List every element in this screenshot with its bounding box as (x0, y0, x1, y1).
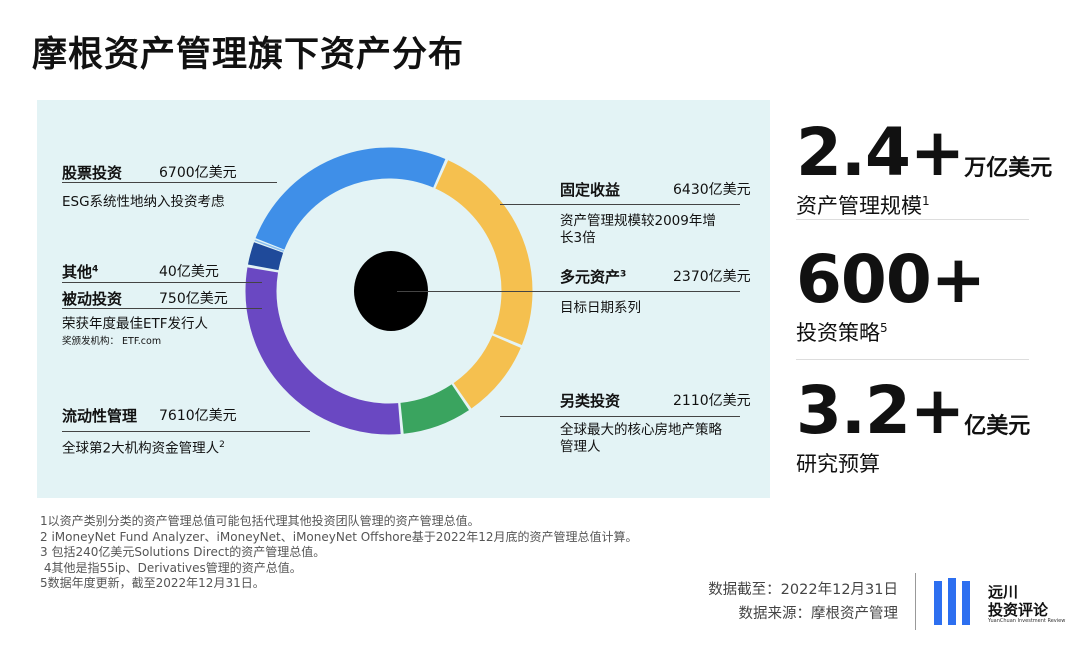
label-fixed-desc: 资产管理规模较2009年增 长3倍 (560, 213, 760, 247)
stat-aum-caption-text: 资产管理规模 (796, 194, 922, 218)
leader-line-liquidity (62, 431, 310, 432)
logo-text-1: 远川 (988, 583, 1019, 601)
stat-research: 3.2+亿美元 研究预算 (796, 378, 1030, 478)
label-liquidity-name: 流动性管理 (62, 407, 138, 425)
leader-line-multi (397, 291, 740, 292)
leader-line-passive (62, 308, 262, 309)
stat-research-caption: 研究预算 (796, 452, 880, 476)
stat-aum: 2.4+万亿美元 资产管理规模1 (796, 120, 1052, 220)
stat-divider-1 (796, 219, 1029, 220)
donut-slice-3 (453, 335, 521, 409)
label-other-name: 其他 (62, 263, 93, 281)
label-multi-sup: 3 (620, 269, 627, 280)
label-liquidity-desc: 全球第2大机构资金管理人2 (62, 436, 302, 458)
label-other: 其他4 40亿美元 (62, 261, 262, 282)
donut-slice-6 (247, 242, 284, 271)
label-passive-name: 被动投资 (62, 290, 123, 308)
stat-strategies-value: 600+ (796, 241, 986, 318)
label-liquidity-sup: 2 (219, 440, 225, 450)
stat-research-value: 3.2+ (796, 372, 965, 449)
leader-line-equity (62, 182, 277, 183)
label-fixed-desc-line2: 长3倍 (560, 230, 596, 246)
stat-divider-2 (796, 359, 1029, 360)
donut-center-mark (354, 251, 428, 331)
leader-line-fixed (500, 204, 740, 205)
stat-aum-value: 2.4+ (796, 114, 965, 191)
source-origin: 数据来源：摩根资产管理 (738, 606, 899, 622)
logo-bar-1 (934, 581, 942, 625)
donut-slice-5 (245, 267, 401, 435)
label-liquidity-value: 7610亿美元 (159, 408, 237, 424)
label-equity-value: 6700亿美元 (159, 165, 237, 181)
page-title: 摩根资产管理旗下资产分布 (32, 35, 465, 75)
donut-slice-1 (255, 147, 446, 250)
donut-slice-2 (435, 160, 533, 346)
label-alt-desc-line1: 全球最大的核心房地产策略 (560, 422, 722, 438)
label-alt-desc-line2: 管理人 (560, 439, 601, 455)
logo-text-2: 投资评论 (988, 601, 1049, 619)
stat-strategies-caption: 投资策略5 (796, 317, 985, 347)
label-multi-desc: 目标日期系列 (560, 300, 641, 316)
label-liquidity-desc-text: 全球第2大机构资金管理人 (62, 440, 220, 457)
leader-line-alt (500, 416, 740, 417)
logo-bar-3 (962, 581, 970, 625)
label-multi-asset: 多元资产3 2370亿美元 目标日期系列 (560, 266, 760, 317)
logo-text-3: YuanChuan Investment Review (988, 618, 1066, 624)
label-multi-name: 多元资产 (560, 268, 621, 286)
label-other-sup: 4 (92, 264, 99, 275)
donut-slice-4 (400, 384, 469, 434)
label-alt-desc: 全球最大的核心房地产策略 管理人 (560, 422, 760, 456)
stat-strategies-sup: 5 (880, 321, 888, 335)
donut-chart (245, 147, 533, 435)
label-other-value: 40亿美元 (159, 264, 219, 280)
footnote-2: 2 iMoneyNet Fund Analyzer、iMoneyNet、iMon… (40, 529, 638, 544)
label-passive-value: 750亿美元 (159, 291, 228, 307)
label-multi-value: 2370亿美元 (673, 269, 751, 285)
label-liquidity: 流动性管理 7610亿美元 全球第2大机构资金管理人2 (62, 405, 302, 458)
label-fixed-desc-line1: 资产管理规模较2009年增 (560, 213, 716, 229)
stat-aum-sup: 1 (922, 194, 930, 208)
logo-bar-2 (948, 578, 956, 625)
donut-slice-7 (254, 239, 285, 252)
footnotes: 1以资产类别分类的资产管理总值可能包括代理其他投资团队管理的资产管理总值。 2 … (40, 514, 638, 592)
label-alt-value: 2110亿美元 (673, 393, 751, 409)
label-equity: 股票投资 6700亿美元 ESG系统性地纳入投资考虑 (62, 162, 282, 211)
label-fixed-income: 固定收益 6430亿美元 资产管理规模较2009年增 长3倍 (560, 179, 760, 247)
label-passive-desc: 荣获年度最佳ETF发行人 (62, 316, 209, 332)
footnote-5: 5数据年度更新，截至2022年12月31日。 (40, 576, 265, 590)
footnote-1: 1以资产类别分类的资产管理总值可能包括代理其他投资团队管理的资产管理总值。 (40, 514, 480, 528)
label-passive-note: 奖颁发机构： ETF.com (62, 336, 162, 347)
stat-aum-caption: 资产管理规模1 (796, 190, 1052, 220)
label-equity-name: 股票投资 (62, 164, 123, 182)
chart-panel: 股票投资 6700亿美元 ESG系统性地纳入投资考虑 其他4 40亿美元 被动投… (37, 100, 770, 498)
stat-strategies-caption-text: 投资策略 (796, 321, 880, 345)
label-fixed-name: 固定收益 (560, 181, 621, 199)
label-fixed-value: 6430亿美元 (673, 182, 751, 198)
stat-strategies: 600+ 投资策略5 (796, 247, 986, 347)
footnote-3: 3 包括240亿美元Solutions Direct的资产管理总值。 (40, 545, 326, 559)
label-passive: 被动投资 750亿美元 荣获年度最佳ETF发行人 奖颁发机构： ETF.com (62, 288, 272, 347)
source-date: 数据截至：2022年12月31日 (708, 582, 898, 598)
footnote-4: 4其他是指55ip、Derivatives管理的资产总值。 (40, 560, 302, 575)
label-equity-desc: ESG系统性地纳入投资考虑 (62, 194, 225, 210)
label-alternatives: 另类投资 2110亿美元 全球最大的核心房地产策略 管理人 (560, 390, 760, 456)
stat-research-unit: 亿美元 (964, 414, 1031, 439)
footer-divider (915, 573, 916, 630)
stat-aum-unit: 万亿美元 (964, 156, 1053, 181)
leader-line-other (62, 282, 262, 283)
label-alt-name: 另类投资 (560, 392, 621, 410)
